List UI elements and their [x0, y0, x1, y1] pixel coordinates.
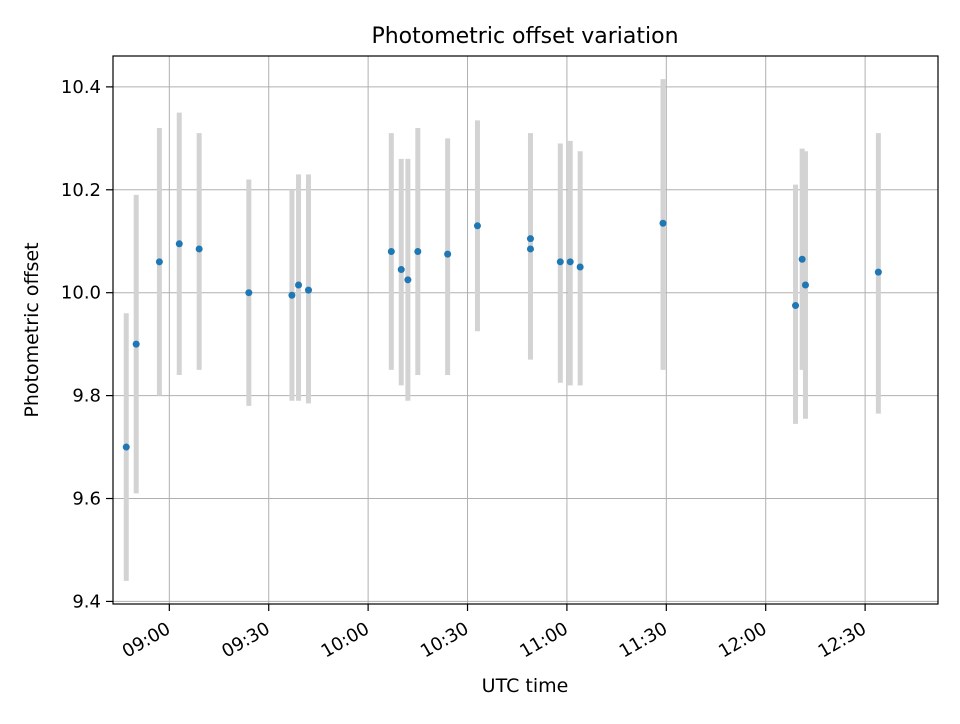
data-point: [414, 248, 422, 256]
data-point: [874, 268, 882, 276]
y-axis: 9.4 9.6 9.8 10.0 10.2 10.4: [61, 77, 113, 612]
y-tick-label: 9.4: [72, 591, 101, 612]
chart-title: Photometric offset variation: [371, 24, 678, 49]
data-point: [245, 289, 253, 297]
data-point: [556, 258, 564, 266]
plot-frame: [112, 55, 939, 605]
data-point: [576, 263, 584, 271]
data-point: [175, 240, 183, 248]
data-point: [526, 235, 534, 243]
x-axis-label: UTC time: [482, 675, 569, 697]
data-point: [798, 255, 806, 263]
y-tick-label: 9.8: [72, 386, 101, 407]
data-point: [473, 222, 481, 230]
data-point: [387, 248, 395, 256]
y-axis-label: Photometric offset: [21, 242, 43, 417]
data-point: [295, 281, 303, 289]
data-point: [526, 245, 534, 253]
data-points: [122, 219, 882, 451]
data-point: [566, 258, 574, 266]
data-point: [444, 250, 452, 258]
y-tick-label: 10.4: [61, 77, 101, 98]
data-point: [288, 291, 296, 299]
data-point: [404, 276, 412, 284]
y-tick-label: 10.0: [61, 283, 101, 304]
data-point: [397, 266, 405, 274]
data-point: [304, 286, 312, 294]
y-tick-label: 9.6: [72, 489, 101, 510]
data-point: [122, 443, 130, 451]
data-point: [132, 340, 140, 348]
data-point: [659, 219, 667, 227]
data-point: [792, 302, 800, 310]
data-point: [195, 245, 203, 253]
y-tick-label: 10.2: [61, 180, 101, 201]
data-point: [801, 281, 809, 289]
data-point: [155, 258, 163, 266]
